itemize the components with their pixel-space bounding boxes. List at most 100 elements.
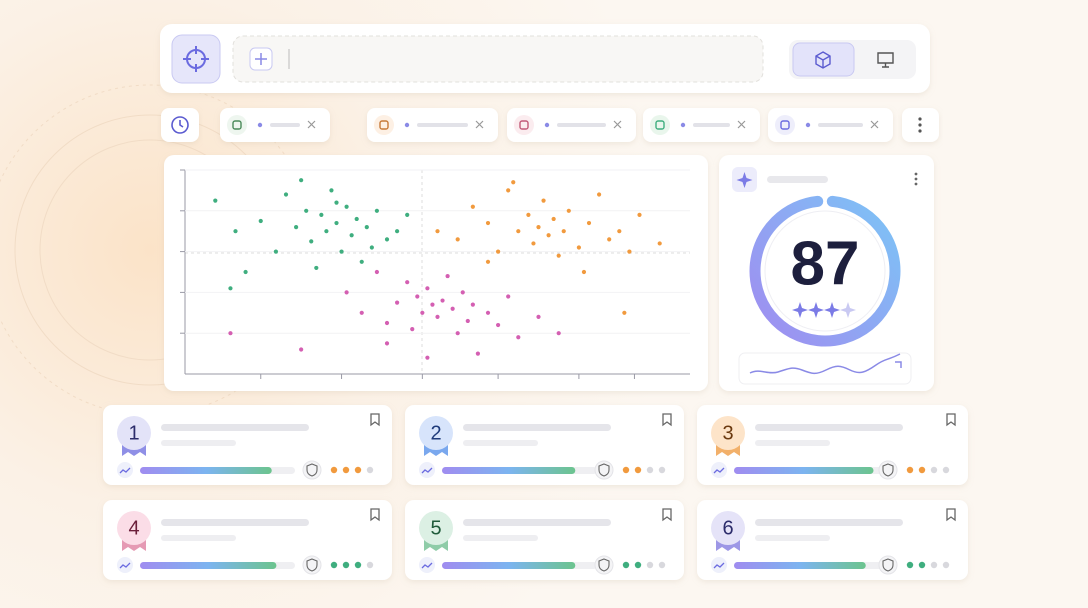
target-button[interactable] — [171, 34, 221, 84]
point — [470, 302, 475, 307]
search-box[interactable] — [232, 35, 764, 83]
point — [319, 212, 324, 217]
point — [455, 331, 460, 336]
chip-dot — [257, 122, 263, 128]
bookmark[interactable] — [946, 413, 956, 427]
point — [657, 241, 662, 246]
point — [627, 249, 632, 254]
medal — [117, 511, 151, 545]
sparkline-box — [738, 352, 912, 385]
point — [374, 208, 379, 213]
bookmark[interactable] — [370, 508, 380, 522]
point — [359, 259, 364, 264]
point — [349, 233, 354, 238]
point — [395, 229, 400, 234]
chip-dot — [544, 122, 550, 128]
point — [445, 273, 450, 279]
trend-icon — [119, 467, 131, 474]
level-dot — [330, 561, 338, 569]
trend-icon — [713, 562, 725, 569]
chip-glyph — [655, 120, 665, 130]
bookmark[interactable] — [662, 508, 672, 522]
bookmark[interactable] — [370, 413, 380, 427]
point — [561, 229, 566, 234]
trend-badge — [117, 462, 133, 478]
point — [334, 200, 339, 205]
rank-number: 6 — [722, 517, 733, 539]
chip-close[interactable] — [870, 120, 879, 129]
bookmark[interactable] — [662, 413, 672, 427]
medal — [419, 511, 453, 545]
sparkline — [749, 353, 901, 375]
point — [314, 265, 319, 271]
target-icon — [183, 46, 209, 72]
bookmark[interactable] — [946, 508, 956, 522]
point — [556, 253, 561, 258]
point — [329, 188, 334, 193]
card-menu — [914, 172, 918, 186]
point — [460, 290, 465, 295]
badge-icon — [882, 463, 894, 477]
level-dot — [366, 466, 374, 474]
chip-dot — [404, 122, 410, 128]
level-dot — [918, 561, 926, 569]
chip-close[interactable] — [307, 120, 316, 129]
rank-number: 4 — [128, 517, 139, 539]
point — [435, 314, 440, 319]
level-dot — [906, 466, 914, 474]
point — [344, 290, 349, 295]
chart-card — [164, 155, 708, 391]
point — [541, 198, 546, 203]
chip-label — [557, 123, 606, 127]
chip-close[interactable] — [737, 120, 746, 129]
medal — [117, 416, 151, 450]
chip-glyph — [780, 120, 790, 130]
point — [637, 212, 642, 217]
sub-placeholder — [463, 535, 538, 541]
chip-icon — [374, 115, 394, 135]
more-icon — [918, 117, 922, 133]
point — [622, 310, 627, 315]
badge-icon — [598, 558, 610, 572]
name-placeholder — [463, 424, 611, 431]
chip-dot — [680, 122, 686, 128]
trend-arrow — [895, 361, 902, 368]
name-placeholder — [463, 519, 611, 526]
rank-number: 3 — [722, 422, 733, 444]
level-dot — [354, 561, 362, 569]
point — [576, 245, 582, 250]
point — [470, 204, 475, 209]
sub-placeholder — [161, 440, 236, 446]
point — [581, 269, 587, 275]
point — [384, 320, 390, 326]
medal — [711, 416, 745, 450]
point — [556, 331, 561, 336]
clock-icon — [171, 116, 189, 134]
medal — [419, 416, 453, 450]
sub-placeholder — [161, 535, 236, 541]
chip-label — [818, 123, 863, 127]
point — [369, 245, 374, 250]
level-dot — [918, 466, 926, 474]
point — [526, 212, 531, 217]
name-placeholder — [755, 424, 903, 431]
point — [339, 249, 344, 254]
point — [364, 225, 369, 230]
name-placeholder — [161, 424, 309, 431]
chip-close[interactable] — [613, 120, 622, 129]
trend-icon — [119, 562, 131, 569]
chip-icon — [775, 115, 795, 135]
rank-number: 1 — [128, 422, 139, 444]
name-placeholder — [755, 519, 903, 526]
level-dot — [622, 561, 630, 569]
chip-glyph — [379, 120, 389, 130]
point — [374, 269, 379, 275]
trend-badge — [711, 462, 727, 478]
point — [228, 331, 233, 336]
sub-placeholder — [463, 440, 538, 446]
stars — [792, 302, 856, 318]
level-dot — [942, 561, 950, 569]
chip-close[interactable] — [475, 120, 484, 129]
point — [233, 229, 238, 234]
point — [324, 229, 329, 234]
